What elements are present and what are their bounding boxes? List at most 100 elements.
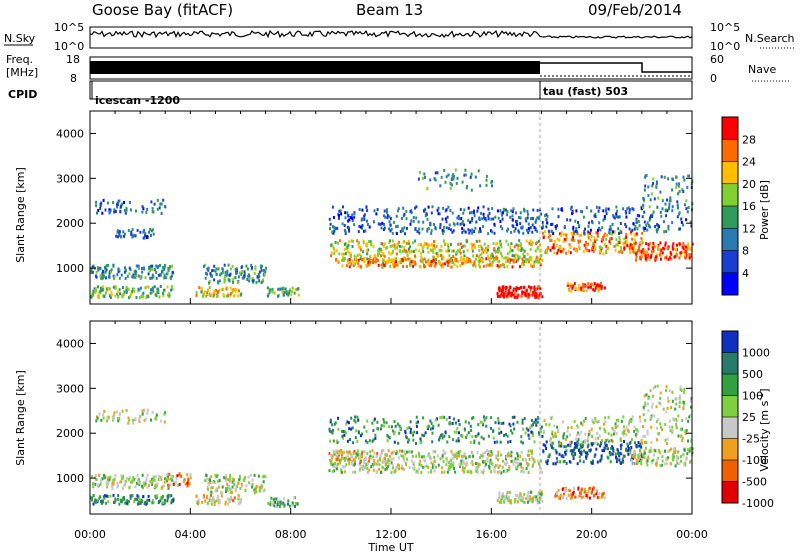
echo-mark <box>405 217 408 221</box>
echo-mark <box>583 229 586 233</box>
echo-mark <box>463 260 466 263</box>
echo-mark <box>656 458 659 462</box>
echo-mark <box>685 429 688 432</box>
echo-mark <box>423 257 426 261</box>
echo-mark <box>521 257 524 261</box>
echo-mark <box>122 474 125 478</box>
echo-mark <box>359 459 362 463</box>
echo-mark <box>644 418 647 422</box>
echo-mark <box>336 241 339 245</box>
echo-mark <box>430 248 432 252</box>
echo-mark <box>463 427 466 431</box>
echo-mark <box>449 242 452 246</box>
echo-mark <box>377 222 380 226</box>
echo-mark <box>669 199 672 203</box>
echo-mark <box>559 246 562 250</box>
nsky-line <box>89 29 693 39</box>
echo-mark <box>665 442 668 445</box>
echo-mark <box>460 255 463 259</box>
echo-mark <box>690 246 692 250</box>
echo-mark <box>641 215 644 219</box>
nsky-panel: N.Sky 10^5 10^0 10^5 10^0 N.Search <box>4 21 795 53</box>
echo-mark <box>353 254 356 258</box>
echo-mark <box>395 214 398 218</box>
echo-mark <box>391 451 394 455</box>
echo-mark <box>493 231 496 235</box>
echo-mark <box>92 485 95 489</box>
echo-mark <box>346 439 349 443</box>
echo-mark <box>388 215 391 219</box>
echo-mark <box>449 459 452 463</box>
echo-mark <box>553 246 556 250</box>
echo-mark <box>146 500 149 503</box>
echo-mark <box>398 424 401 428</box>
echo-mark <box>166 479 169 483</box>
echo-mark <box>676 248 679 252</box>
echo-mark <box>526 212 529 216</box>
echo-mark <box>344 242 346 246</box>
cpid-mode-icescan: icescan -1200 <box>95 94 180 107</box>
echo-mark <box>436 251 439 255</box>
echo-mark <box>559 250 562 253</box>
echo-mark <box>366 219 368 223</box>
echo-mark <box>151 228 154 232</box>
echo-mark <box>548 423 551 427</box>
echo-mark <box>142 207 145 211</box>
echo-mark <box>516 254 519 258</box>
echo-mark <box>540 425 543 429</box>
echo-mark <box>596 432 599 435</box>
echo-mark <box>413 467 416 471</box>
echo-mark <box>477 206 480 210</box>
echo-mark <box>556 237 559 241</box>
date-title: 09/Feb/2014 <box>588 1 682 19</box>
echo-mark <box>537 246 540 250</box>
echo-mark <box>671 209 674 213</box>
echo-mark <box>408 466 411 469</box>
echo-mark <box>161 502 164 506</box>
echo-mark <box>628 208 631 211</box>
echo-mark <box>653 245 656 249</box>
echo-mark <box>537 294 540 298</box>
echo-mark <box>212 269 215 273</box>
echo-mark <box>430 421 433 425</box>
echo-mark <box>588 429 591 433</box>
echo-mark <box>116 292 119 296</box>
echo-mark <box>359 461 362 465</box>
echo-mark <box>401 467 404 471</box>
echo-mark <box>450 258 453 262</box>
echo-mark <box>617 240 620 244</box>
echo-mark <box>338 461 341 465</box>
echo-mark <box>161 270 164 274</box>
echo-mark <box>403 468 406 472</box>
echo-mark <box>498 431 501 435</box>
echo-mark <box>553 424 556 428</box>
echo-mark <box>628 421 631 425</box>
echo-mark <box>545 447 548 450</box>
echo-mark <box>522 263 525 267</box>
echo-mark <box>251 276 254 280</box>
echo-mark <box>533 288 536 292</box>
echo-mark <box>504 289 507 293</box>
echo-mark <box>352 264 355 267</box>
echo-mark <box>224 474 227 478</box>
echo-mark <box>209 272 212 275</box>
echo-mark <box>143 502 146 506</box>
echo-mark <box>529 256 531 260</box>
echo-mark <box>591 246 594 250</box>
echo-mark <box>396 224 399 228</box>
echo-mark <box>478 216 481 220</box>
echo-mark <box>685 199 688 203</box>
echo-mark <box>678 405 681 409</box>
echo-mark <box>426 229 429 233</box>
echo-mark <box>170 499 173 503</box>
echo-mark <box>450 465 453 469</box>
echo-mark <box>513 415 516 419</box>
echo-mark <box>409 450 411 454</box>
echo-mark <box>642 453 645 457</box>
echo-mark <box>206 486 209 490</box>
echo-mark <box>442 449 445 453</box>
echo-mark <box>638 459 641 463</box>
echo-mark <box>418 231 421 235</box>
echo-mark <box>291 503 294 507</box>
freq-label-line2: [MHz] <box>6 66 38 79</box>
